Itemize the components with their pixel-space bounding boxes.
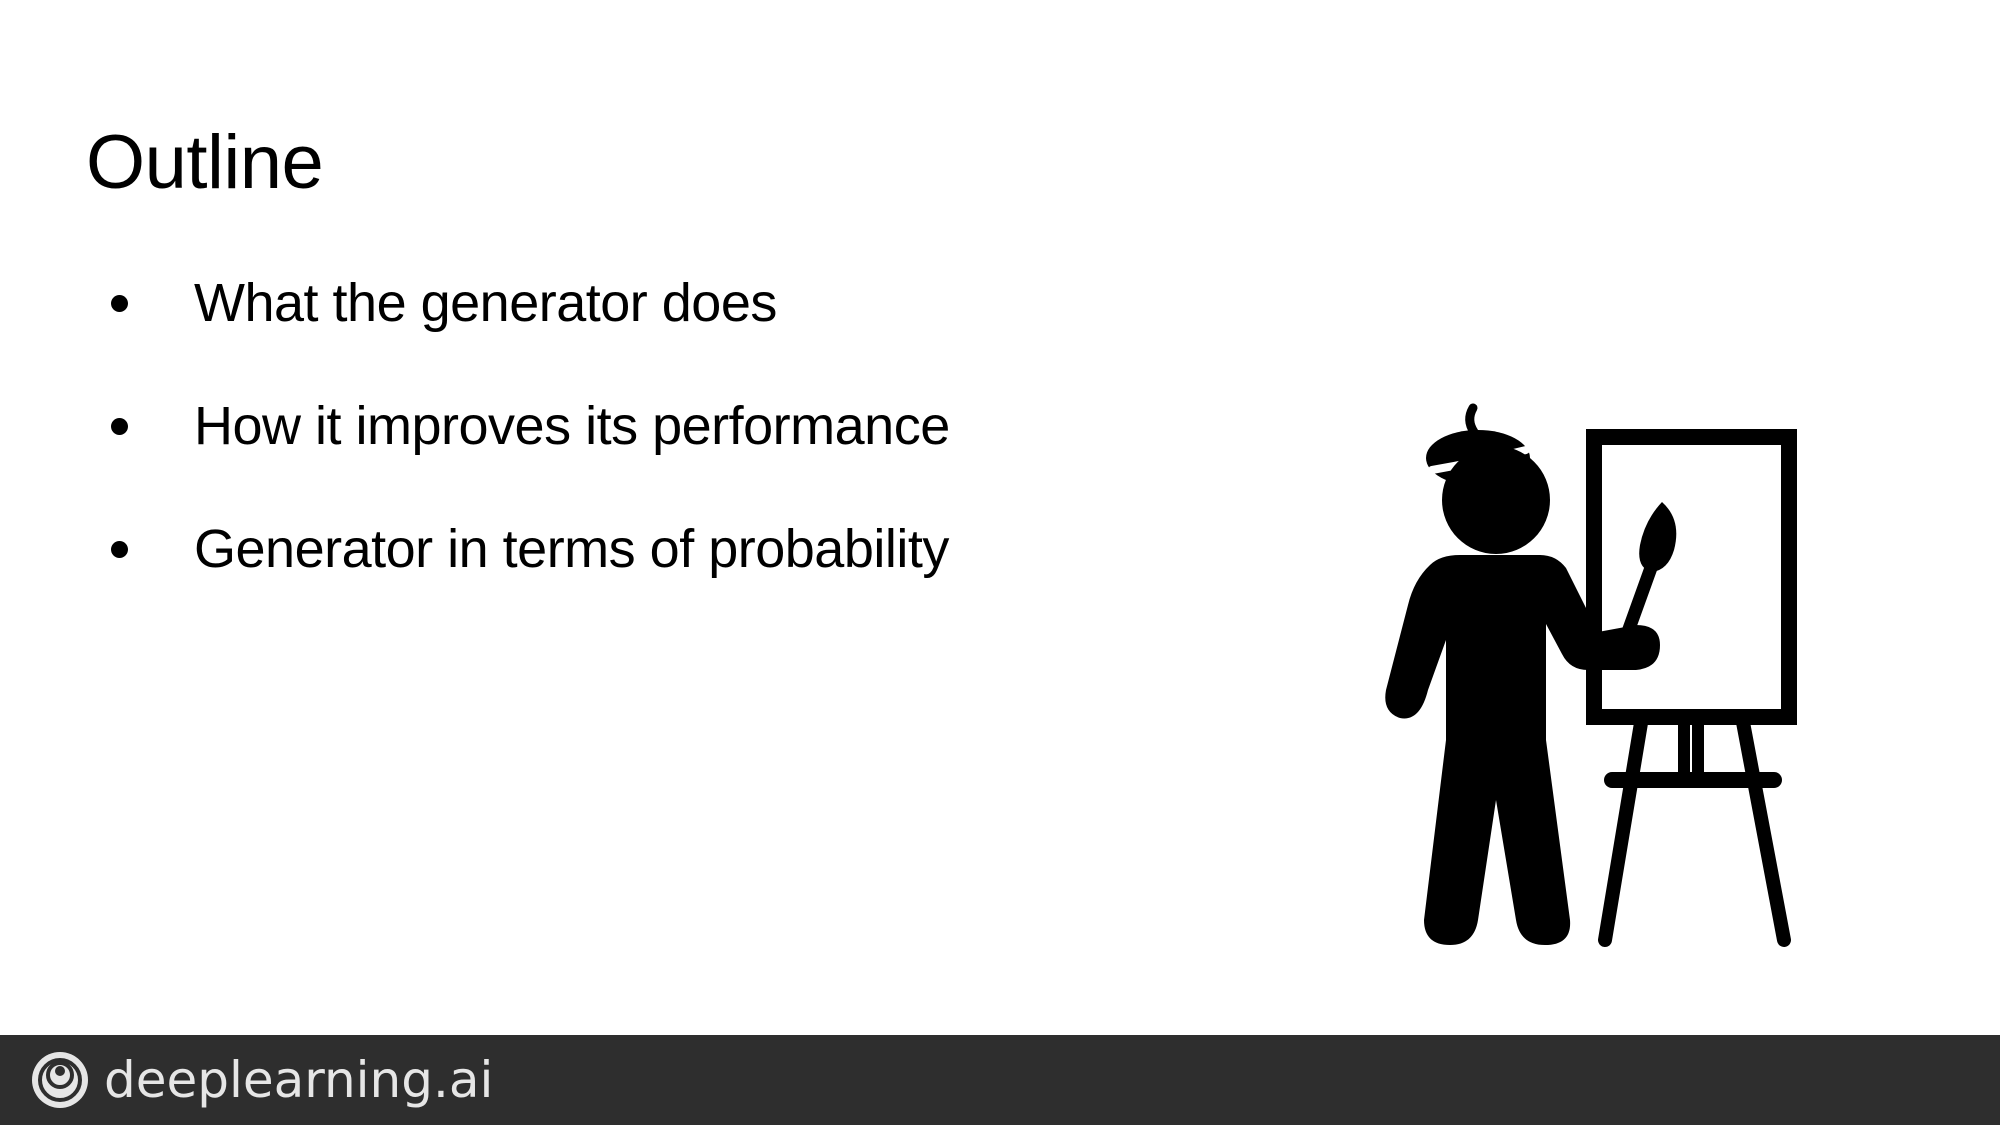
bullet-dot-icon bbox=[111, 540, 128, 558]
deeplearning-logo-icon bbox=[32, 1052, 88, 1108]
bullet-item: Generator in terms of probability bbox=[106, 514, 950, 584]
slide-title: Outline bbox=[86, 120, 324, 205]
bullet-item: How it improves its performance bbox=[106, 391, 950, 461]
artist-painting-easel-icon bbox=[1385, 403, 1797, 947]
bullet-dot-icon bbox=[111, 417, 128, 435]
brand: deeplearning.ai bbox=[30, 1035, 493, 1125]
bullet-dot-icon bbox=[111, 294, 128, 312]
bullet-text: How it improves its performance bbox=[194, 396, 950, 456]
footer-bar: deeplearning.ai bbox=[0, 1035, 2000, 1125]
bullet-text: Generator in terms of probability bbox=[194, 519, 949, 579]
bullet-list: What the generator does How it improves … bbox=[106, 268, 950, 637]
brand-name: deeplearning.ai bbox=[104, 1051, 494, 1109]
bullet-item: What the generator does bbox=[106, 268, 950, 338]
bullet-text: What the generator does bbox=[194, 273, 777, 333]
